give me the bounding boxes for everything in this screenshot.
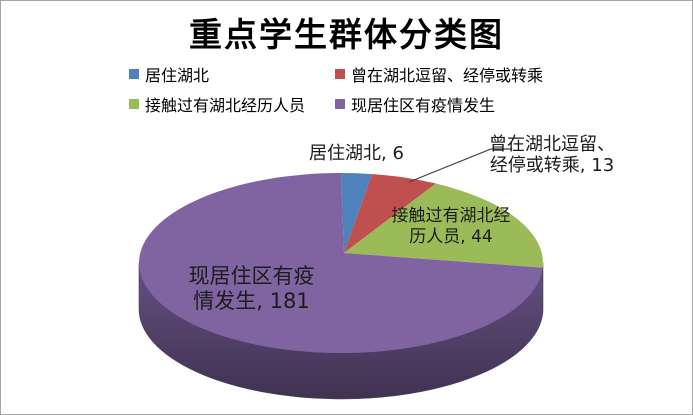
data-label-yiqing-fasheng[interactable]: 现居住区有疫 情发生, 181: [188, 264, 315, 313]
legend-item-jiechu-renyuan[interactable]: 接触过有湖北经历人员: [129, 94, 306, 115]
legend-swatch-icon: [129, 69, 139, 79]
legend-item-yiqing-fasheng[interactable]: 现居住区有疫情发生: [335, 94, 496, 115]
data-label-douliu-jingting[interactable]: 曾在湖北逗留、 经停或转乘, 13: [489, 134, 615, 176]
legend-label: 居住湖北: [145, 66, 210, 85]
legend-swatch-icon: [129, 99, 139, 109]
legend-label: 曾在湖北逗留、经停或转乘: [351, 66, 544, 85]
legend-item-douliu-jingting[interactable]: 曾在湖北逗留、经停或转乘: [335, 64, 544, 85]
chart-title[interactable]: 重点学生群体分类图: [189, 15, 504, 54]
legend-label: 现居住区有疫情发生: [351, 96, 496, 115]
legend-swatch-icon: [335, 99, 345, 109]
legend-label: 接触过有湖北经历人员: [145, 96, 306, 115]
data-label-juzhu-hubei[interactable]: 居住湖北, 6: [309, 143, 404, 164]
data-label-jiechu-renyuan[interactable]: 接触过有湖北经 历人员, 44: [391, 206, 511, 247]
legend-item-juzhu-hubei[interactable]: 居住湖北: [129, 64, 210, 85]
legend-swatch-icon: [335, 69, 345, 79]
